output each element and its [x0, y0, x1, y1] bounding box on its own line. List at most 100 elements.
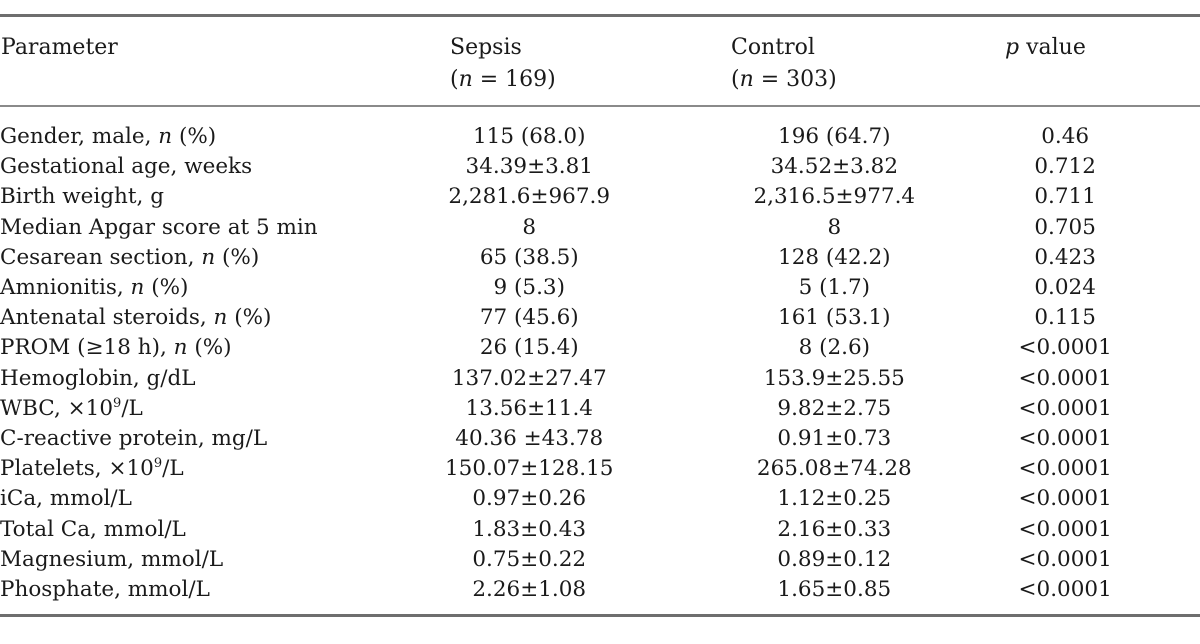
- cell-sepsis: 40.36 ±43.78: [445, 424, 613, 454]
- cell-p-value: <0.0001: [1010, 514, 1120, 544]
- cell-control: 8: [753, 213, 915, 243]
- cell-spacer: [915, 243, 1010, 273]
- cell-spacer: [613, 122, 753, 152]
- cell-control: 161 (53.1): [753, 303, 915, 333]
- cell-parameter: Gestational age, weeks: [0, 152, 445, 182]
- parameter-text: Gestational age, weeks: [0, 154, 252, 179]
- cell-spacer: [915, 182, 1010, 212]
- header-p-rest: value: [1019, 35, 1086, 60]
- parameter-italic: n: [174, 335, 188, 360]
- cell-p-value: <0.0001: [1010, 484, 1120, 514]
- parameter-italic: n: [131, 275, 145, 300]
- cell-p-value: <0.0001: [1010, 394, 1120, 424]
- parameter-text: Amnionitis,: [0, 275, 131, 300]
- table-row: Hemoglobin, g/dL 137.02±27.47 153.9±25.55 <…: [0, 364, 1120, 394]
- table-row: Phosphate, mmol/L 2.26±1.08 1.65±0.85 <0.00…: [0, 575, 1120, 605]
- parameter-italic: n: [201, 245, 215, 270]
- cell-parameter: Cesarean section, n (%): [0, 243, 445, 273]
- cell-spacer: [915, 545, 1010, 575]
- cell-spacer: [613, 394, 753, 424]
- cell-control: 128 (42.2): [753, 243, 915, 273]
- table-row: Antenatal steroids, n (%) 77 (45.6) 161 (5…: [0, 303, 1120, 333]
- parameter-text: Median Apgar score at 5 min: [0, 215, 318, 240]
- cell-parameter: Median Apgar score at 5 min: [0, 213, 445, 243]
- cell-p-value: 0.423: [1010, 243, 1120, 273]
- cell-control: 8 (2.6): [753, 333, 915, 363]
- cell-spacer: [613, 243, 753, 273]
- parameter-tail: /L: [121, 396, 143, 421]
- cell-parameter: iCa, mmol/L: [0, 484, 445, 514]
- cell-spacer: [613, 514, 753, 544]
- cell-spacer: [915, 484, 1010, 514]
- cell-spacer: [915, 514, 1010, 544]
- table-row: Gender, male, n (%) 115 (68.0) 196 (64.7) 0…: [0, 122, 1120, 152]
- cell-spacer: [915, 273, 1010, 303]
- cell-spacer: [613, 575, 753, 605]
- cell-p-value: <0.0001: [1010, 454, 1120, 484]
- cell-spacer: [613, 303, 753, 333]
- header-p-italic: p: [1005, 35, 1019, 60]
- cell-spacer: [613, 182, 753, 212]
- cell-control: 1.65±0.85: [753, 575, 915, 605]
- table-row: Birth weight, g 2,281.6±967.9 2,316.5±977.…: [0, 182, 1120, 212]
- cell-p-value: 0.024: [1010, 273, 1120, 303]
- table-row: iCa, mmol/L 0.97±0.26 1.12±0.25 <0.0001: [0, 484, 1120, 514]
- table-body: Gender, male, n (%) 115 (68.0) 196 (64.7) 0…: [0, 122, 1120, 605]
- header-sepsis-label: Sepsis: [450, 32, 556, 64]
- table-row: PROM (≥18 h), n (%) 26 (15.4) 8 (2.6) <0.00…: [0, 333, 1120, 363]
- table-row: WBC, ×109/L 13.56±11.4 9.82±2.75 <0.0001: [0, 394, 1120, 424]
- parameter-italic: n: [214, 305, 228, 330]
- cell-control: 34.52±3.82: [753, 152, 915, 182]
- cell-spacer: [613, 454, 753, 484]
- parameter-tail: (%): [144, 275, 188, 300]
- table-row: Cesarean section, n (%) 65 (38.5) 128 (42.…: [0, 243, 1120, 273]
- cell-control: 0.89±0.12: [753, 545, 915, 575]
- cell-parameter: Amnionitis, n (%): [0, 273, 445, 303]
- parameter-text: Gender, male,: [0, 124, 158, 149]
- table-row: Magnesium, mmol/L 0.75±0.22 0.89±0.12 <0.00…: [0, 545, 1120, 575]
- parameter-text: Total Ca, mmol/L: [0, 517, 186, 542]
- parameter-tail: (%): [215, 245, 259, 270]
- parameter-tail: (%): [172, 124, 216, 149]
- cell-sepsis: 26 (15.4): [445, 333, 613, 363]
- header-sepsis-n: (n = 169): [450, 64, 556, 96]
- data-table: Gender, male, n (%) 115 (68.0) 196 (64.7) 0…: [0, 122, 1120, 605]
- cell-control: 9.82±2.75: [753, 394, 915, 424]
- cell-control: 0.91±0.73: [753, 424, 915, 454]
- cell-spacer: [613, 545, 753, 575]
- cell-parameter: Birth weight, g: [0, 182, 445, 212]
- cell-sepsis: 2.26±1.08: [445, 575, 613, 605]
- parameter-text: Platelets, ×10: [0, 456, 154, 481]
- cell-control: 265.08±74.28: [753, 454, 915, 484]
- cell-parameter: Gender, male, n (%): [0, 122, 445, 152]
- cell-parameter: Total Ca, mmol/L: [0, 514, 445, 544]
- cell-sepsis: 9 (5.3): [445, 273, 613, 303]
- cell-parameter: Hemoglobin, g/dL: [0, 364, 445, 394]
- cell-p-value: <0.0001: [1010, 545, 1120, 575]
- table-header-rule: [0, 105, 1200, 107]
- cell-parameter: C-reactive protein, mg/L: [0, 424, 445, 454]
- cell-spacer: [915, 152, 1010, 182]
- cell-spacer: [915, 575, 1010, 605]
- cell-spacer: [915, 122, 1010, 152]
- table-top-rule: [0, 14, 1200, 17]
- cell-p-value: <0.0001: [1010, 424, 1120, 454]
- parameter-tail: /L: [162, 456, 184, 481]
- header-sepsis-n-rest: = 169): [473, 67, 556, 92]
- cell-spacer: [915, 454, 1010, 484]
- cell-spacer: [915, 364, 1010, 394]
- cell-sepsis: 13.56±11.4: [445, 394, 613, 424]
- cell-control: 153.9±25.55: [753, 364, 915, 394]
- cell-control: 5 (1.7): [753, 273, 915, 303]
- cell-parameter: Antenatal steroids, n (%): [0, 303, 445, 333]
- cell-parameter: Platelets, ×109/L: [0, 454, 445, 484]
- parameter-tail: (%): [227, 305, 271, 330]
- cell-sepsis: 1.83±0.43: [445, 514, 613, 544]
- parameter-text: Birth weight, g: [0, 184, 164, 209]
- parameter-superscript: 9: [154, 456, 162, 471]
- cell-spacer: [613, 364, 753, 394]
- table-row: Platelets, ×109/L 150.07±128.15 265.08±74.…: [0, 454, 1120, 484]
- cell-sepsis: 65 (38.5): [445, 243, 613, 273]
- parameter-text: iCa, mmol/L: [0, 486, 132, 511]
- parameter-text: Hemoglobin, g/dL: [0, 366, 196, 391]
